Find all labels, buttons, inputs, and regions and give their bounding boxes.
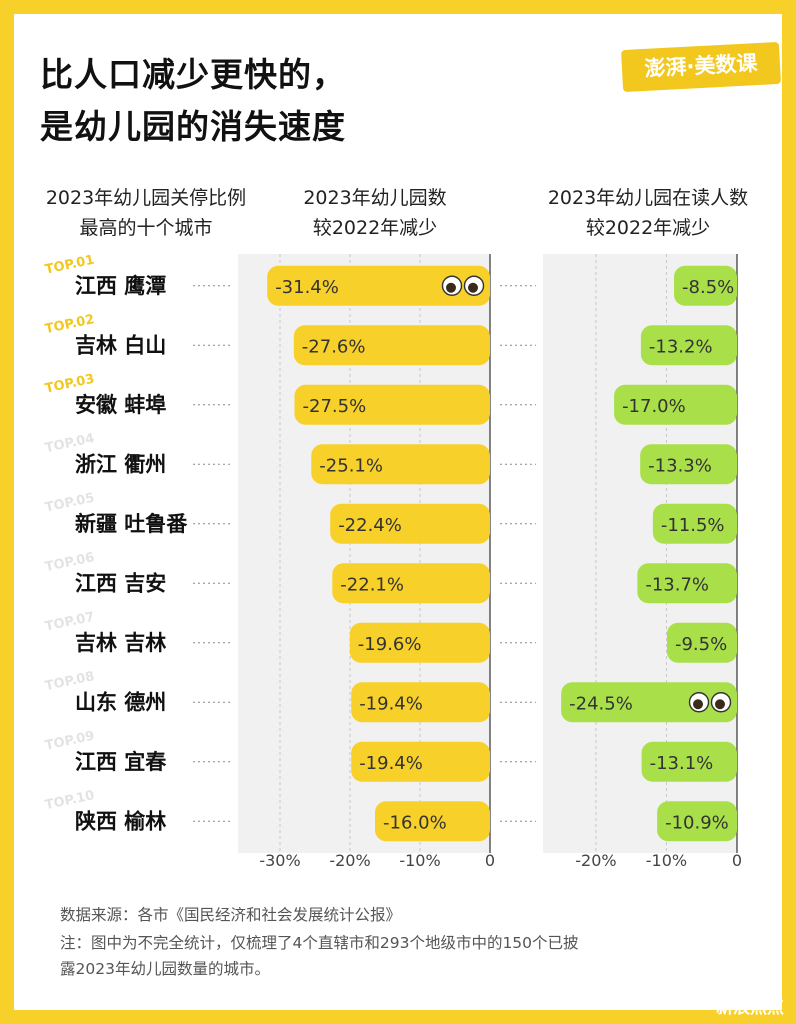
- bar: [641, 741, 737, 782]
- kg-header-line-1: 2023年幼儿园数: [303, 187, 447, 209]
- bar: [674, 265, 737, 306]
- bar: [657, 801, 737, 842]
- city-label: 吉林 白山: [75, 333, 166, 357]
- title-line-2: 是幼儿园的消失速度: [40, 107, 346, 146]
- pupil-icon: [468, 282, 478, 293]
- kg-column-header: 2023年幼儿园数 较2022年减少: [270, 183, 480, 243]
- bar-value-label: -16.0%: [383, 812, 447, 833]
- bar: [637, 563, 737, 604]
- bar-value-label: -22.1%: [340, 574, 404, 595]
- bar-value-label: -27.5%: [303, 396, 367, 417]
- bar: [640, 444, 737, 485]
- bar: [351, 682, 490, 723]
- bar: [666, 622, 737, 663]
- bar: [332, 563, 490, 604]
- bar: [267, 265, 490, 306]
- bar: [614, 384, 737, 425]
- tick-label: 0: [732, 851, 742, 870]
- note-line-2: 露2023年幼儿园数量的城市。: [60, 960, 270, 978]
- bar: [349, 622, 490, 663]
- city-label: 江西 宜春: [75, 750, 167, 774]
- bar-value-label: -13.1%: [650, 753, 714, 774]
- bar-value-label: -25.1%: [319, 455, 383, 476]
- city-label: 山东 德州: [75, 690, 166, 714]
- pupil-icon: [715, 699, 725, 710]
- title-line-1: 比人口减少更快的，: [40, 55, 346, 94]
- data-source: 数据来源：各市《国民经济和社会发展统计公报》: [60, 906, 402, 924]
- bar: [311, 444, 490, 485]
- kg-header-line-2: 较2022年减少: [312, 217, 438, 239]
- bar-value-label: -19.6%: [358, 634, 422, 655]
- bar-value-label: -13.2%: [649, 336, 713, 357]
- bar: [293, 325, 490, 366]
- watermark: 新浪热点: [716, 998, 784, 1018]
- bar-value-label: -13.7%: [645, 574, 709, 595]
- enroll-header-line-2: 较2022年减少: [585, 217, 711, 239]
- tick-label: -20%: [329, 851, 370, 870]
- tick-label: -20%: [575, 851, 616, 870]
- city-label: 江西 吉安: [75, 571, 166, 595]
- bar: [294, 384, 490, 425]
- city-label: 江西 鹰潭: [75, 274, 166, 298]
- bar: [330, 503, 490, 544]
- city-header-line-1: 2023年幼儿园关停比例: [45, 187, 247, 209]
- tick-label: -30%: [259, 851, 300, 870]
- bar-value-label: -10.9%: [665, 812, 729, 833]
- bar-value-label: -31.4%: [275, 277, 339, 298]
- bar-value-label: -8.5%: [682, 277, 734, 298]
- enroll-header-line-1: 2023年幼儿园在读人数: [547, 187, 749, 209]
- bar-value-label: -19.4%: [359, 693, 423, 714]
- bar-value-label: -11.5%: [661, 515, 725, 536]
- city-label: 安徽 蚌埠: [75, 393, 166, 417]
- bar: [652, 503, 737, 544]
- city-label: 新疆 吐鲁番: [75, 512, 188, 536]
- tick-label: -10%: [399, 851, 440, 870]
- bar: [351, 741, 490, 782]
- bar-value-label: -19.4%: [359, 753, 423, 774]
- pupil-icon: [446, 282, 456, 293]
- pupil-icon: [693, 699, 703, 710]
- tick-label: 0: [485, 851, 495, 870]
- enroll-column-header: 2023年幼儿园在读人数 较2022年减少: [514, 183, 782, 243]
- city-column-header: 2023年幼儿园关停比例 最高的十个城市: [14, 183, 278, 243]
- tick-label: -10%: [646, 851, 687, 870]
- bar-value-label: -27.6%: [302, 336, 366, 357]
- city-label: 陕西 榆林: [75, 809, 166, 833]
- bar-value-label: -22.4%: [338, 515, 402, 536]
- bar: [561, 682, 737, 723]
- city-label: 吉林 吉林: [75, 631, 166, 655]
- bar: [640, 325, 737, 366]
- bar-value-label: -17.0%: [622, 396, 686, 417]
- note-line-1: 注：图中为不完全统计，仅梳理了4个直辖市和293个地级市中的150个已披: [60, 934, 579, 952]
- bar: [375, 801, 490, 842]
- bar-value-label: -9.5%: [675, 634, 727, 655]
- bar-value-label: -13.3%: [648, 455, 712, 476]
- city-label: 浙江 衢州: [75, 452, 166, 476]
- city-header-line-2: 最高的十个城市: [79, 217, 213, 239]
- bar-value-label: -24.5%: [569, 693, 633, 714]
